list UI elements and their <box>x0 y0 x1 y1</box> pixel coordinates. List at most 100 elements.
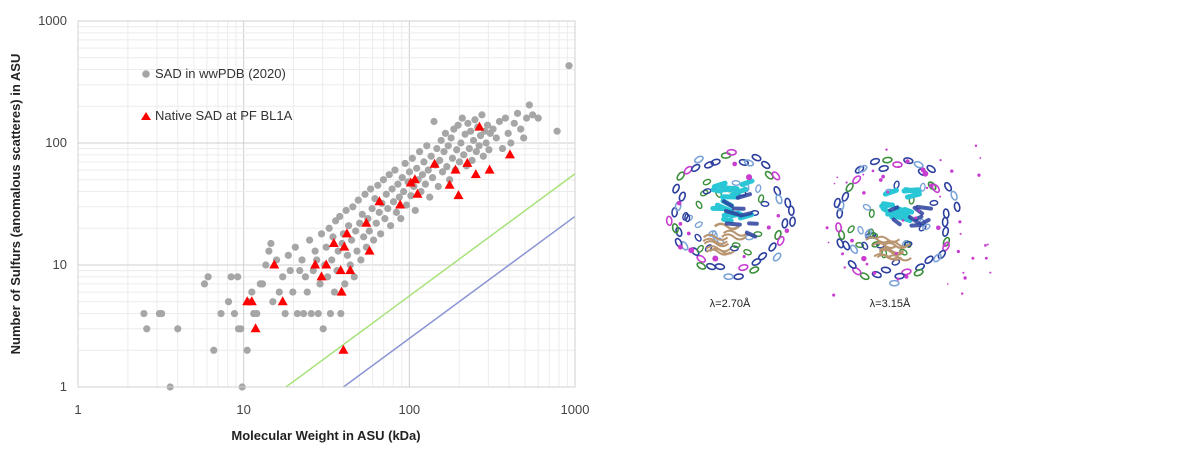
data-point-native-sad <box>328 238 339 248</box>
data-point-wwpdb <box>303 288 311 296</box>
data-point-wwpdb <box>438 168 447 176</box>
data-point-wwpdb <box>478 111 486 119</box>
density-noise <box>962 271 965 274</box>
anomalous-density <box>686 231 691 236</box>
data-point-wwpdb <box>440 148 448 156</box>
helix-coil <box>913 160 924 169</box>
data-point-wwpdb <box>443 163 451 171</box>
helix-coil <box>678 191 687 202</box>
helix-coil <box>845 182 854 193</box>
data-point-wwpdb <box>391 166 399 174</box>
helix-coil <box>926 164 936 174</box>
data-point-native-sad <box>484 164 495 174</box>
alpha-helix <box>904 191 922 200</box>
anomalous-density <box>862 191 866 195</box>
helix-coil <box>842 240 851 251</box>
helix-coil <box>847 260 857 269</box>
helix-coil <box>690 163 701 173</box>
data-point-wwpdb <box>471 116 479 124</box>
helix-coil <box>726 148 737 156</box>
density-noise <box>865 262 869 266</box>
alpha-helix <box>721 216 734 224</box>
data-point-wwpdb <box>352 227 360 235</box>
data-point-wwpdb <box>345 222 353 230</box>
data-point-wwpdb <box>553 127 561 135</box>
helix-coil <box>862 203 872 211</box>
data-point-wwpdb <box>262 261 270 269</box>
density-noise <box>836 176 839 179</box>
alpha-helix <box>888 205 900 213</box>
helix-coil <box>942 226 950 237</box>
data-point-wwpdb <box>372 219 380 227</box>
data-point-wwpdb <box>350 273 358 281</box>
density-noise <box>950 169 954 173</box>
anomalous-density <box>881 174 885 179</box>
density-noise <box>984 244 987 247</box>
alpha-helix <box>739 178 755 187</box>
density-noise <box>918 209 921 212</box>
data-point-wwpdb <box>343 251 352 259</box>
data-point-native-sad <box>341 228 352 238</box>
data-point-wwpdb <box>227 273 235 281</box>
data-point-wwpdb <box>458 114 466 122</box>
data-point-wwpdb <box>342 206 350 215</box>
data-point-wwpdb <box>316 280 324 288</box>
structure-panel-left: λ=2.70Å <box>655 140 805 330</box>
data-point-wwpdb <box>371 195 379 203</box>
y-tick-label: 1 <box>60 379 67 394</box>
anomalous-density <box>784 228 790 234</box>
helix-coil <box>738 158 750 167</box>
data-point-wwpdb <box>337 309 345 318</box>
data-point-wwpdb <box>408 154 416 162</box>
data-point-native-sad <box>429 158 440 168</box>
helix-coil <box>950 190 958 201</box>
data-point-wwpdb <box>293 309 301 318</box>
data-point-wwpdb <box>322 243 330 251</box>
data-point-wwpdb <box>475 142 483 150</box>
helix-coil <box>849 244 859 255</box>
helix-coil <box>933 253 942 263</box>
helix-coil <box>943 181 953 192</box>
data-point-wwpdb <box>357 256 365 264</box>
helix-coil <box>682 211 689 221</box>
data-point-wwpdb <box>389 198 398 206</box>
data-point-wwpdb <box>347 236 356 244</box>
beta-strand <box>878 246 904 254</box>
helix-coil <box>841 191 850 202</box>
data-point-wwpdb <box>298 256 306 264</box>
scatter-chart: 1 10 100 1000 1 10 100 1000 Molecular Weight in… <box>8 13 589 443</box>
data-point-wwpdb <box>204 273 212 281</box>
data-point-native-sad <box>246 296 257 306</box>
helix-coil <box>738 263 749 272</box>
caption-right: λ=3.15Å <box>869 298 911 310</box>
alpha-helix <box>882 187 899 197</box>
data-point-wwpdb <box>243 346 251 354</box>
data-point-native-sad <box>338 344 349 354</box>
alpha-helix <box>735 192 752 200</box>
data-point-wwpdb <box>522 114 531 122</box>
alpha-helix <box>902 206 915 215</box>
legend: SAD in wwPDB (2020) Native SAD at PF BL1… <box>141 66 293 123</box>
helix-coil <box>671 207 679 218</box>
data-point-native-sad <box>470 169 481 179</box>
y-axis-title: Number of Sulfurs (anomalous scatteres) … <box>8 54 23 355</box>
data-point-wwpdb <box>210 346 218 354</box>
data-point-wwpdb <box>534 114 542 122</box>
data-point-wwpdb <box>286 266 294 275</box>
data-point-wwpdb <box>388 185 396 193</box>
helix-coil <box>731 242 741 249</box>
data-point-wwpdb <box>289 288 297 296</box>
data-point-wwpdb <box>498 144 507 153</box>
helix-coil <box>878 164 889 173</box>
data-point-wwpdb <box>492 134 500 142</box>
alpha-helix <box>711 180 728 190</box>
helix-coil <box>789 216 796 227</box>
density-noise <box>946 283 949 285</box>
helix-coil <box>731 179 741 186</box>
helix-coil <box>836 208 844 219</box>
data-point-wwpdb <box>301 273 310 281</box>
data-point-wwpdb <box>397 215 405 223</box>
helix-coil <box>868 209 875 219</box>
helix-coil <box>869 157 881 166</box>
density-noise <box>885 148 888 151</box>
